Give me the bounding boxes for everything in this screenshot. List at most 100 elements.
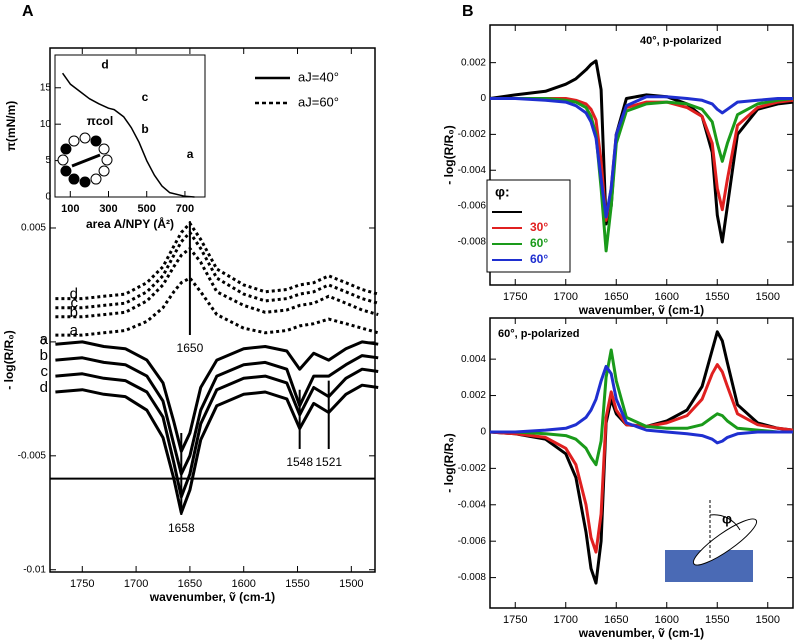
annotation-label: b: [141, 122, 148, 136]
annotation-label: 1658: [168, 521, 195, 535]
x-axis-label: wavenumber, ṽ (cm-1): [149, 590, 275, 604]
y-tick-label: 0.005: [21, 223, 46, 234]
y-tick-label: -0.002: [458, 129, 487, 140]
ring-molecule: [57, 154, 69, 166]
y-tick-label: -0.008: [458, 572, 487, 583]
series-line: [490, 95, 793, 219]
series-line: [489, 59, 794, 244]
ring-molecule: [98, 165, 110, 177]
y-tick-label: 0.002: [461, 390, 486, 401]
legend-title: φ:: [495, 184, 510, 200]
series-line: [55, 221, 379, 301]
y-axis-label: π(mN/m): [4, 101, 18, 152]
series-label: b: [40, 347, 48, 364]
annotation-label: c: [142, 90, 149, 104]
series-line: [490, 348, 793, 467]
y-axis-label: - log(R/R₀): [442, 125, 456, 184]
series-label: c: [71, 295, 79, 312]
annotation-label: πcol: [87, 114, 114, 128]
plot-frame: [49, 47, 376, 573]
plot-frame: [489, 317, 794, 609]
x-axis-label: wavenumber, ṽ (cm-1): [578, 626, 704, 640]
plot-frame: [54, 54, 206, 198]
ring-molecule: [90, 173, 102, 185]
legend-box: [486, 179, 571, 273]
series-line: [61, 72, 195, 198]
legend-label: aJ=60°: [298, 94, 339, 109]
ring-molecule: [68, 173, 80, 185]
x-tick-label: 1700: [124, 578, 148, 590]
y-tick-label: -0.006: [458, 536, 487, 547]
legend-label: 60°: [530, 236, 548, 250]
x-tick-label: 1600: [231, 578, 255, 590]
ring-molecule: [98, 143, 110, 155]
x-tick-label: 1550: [705, 614, 729, 626]
y-tick-label: 0: [45, 192, 51, 203]
x-tick-label: 1500: [339, 578, 363, 590]
molecule: [692, 518, 758, 566]
x-tick-label: 700: [176, 203, 194, 215]
y-tick-label: -0.008: [458, 237, 487, 248]
series-label: c: [41, 363, 49, 380]
y-tick-label: 0: [480, 427, 486, 438]
x-tick-label: 500: [138, 203, 156, 215]
series-label: a: [70, 322, 79, 339]
series-line: [55, 276, 379, 337]
y-tick-label: 10: [40, 119, 52, 130]
series-label: d: [40, 379, 48, 396]
annotation-label: 1548: [286, 455, 313, 469]
annotation-label: 1521: [315, 455, 342, 469]
y-tick-label: -0.002: [458, 463, 487, 474]
series-line: [55, 247, 379, 319]
panel-label: A: [22, 3, 34, 20]
series-label: a: [40, 331, 49, 348]
x-tick-label: 1500: [756, 614, 780, 626]
series-label: d: [70, 286, 78, 303]
legend-label: aJ=40°: [298, 69, 339, 84]
y-tick-label: 0.004: [461, 354, 486, 365]
series-line: [55, 340, 379, 453]
ring-molecule: [90, 135, 102, 147]
series-line: [55, 354, 379, 476]
y-tick-label: -0.01: [23, 564, 46, 575]
annotation-label: d: [101, 57, 108, 71]
chart-title: 40°, p-polarized: [640, 35, 721, 47]
angle-label: φ: [722, 511, 732, 527]
x-tick-label: 1550: [285, 578, 309, 590]
ring-molecule: [79, 132, 91, 144]
x-tick-label: 1650: [604, 291, 628, 303]
ring-molecule: [60, 165, 72, 177]
legend-label: 30°: [530, 220, 548, 234]
ring-molecule: [101, 154, 113, 166]
series-line: [55, 367, 379, 499]
y-axis-label: - log(R/R₀): [2, 330, 16, 389]
y-tick-label: -0.006: [458, 201, 487, 212]
x-tick-label: 100: [61, 203, 79, 215]
y-tick-label: -0.004: [458, 499, 487, 510]
x-tick-label: 1750: [503, 614, 527, 626]
series-line: [55, 383, 379, 515]
y-tick-label: 0: [40, 337, 46, 348]
y-tick-label: 5: [45, 155, 51, 166]
ring-molecule: [68, 135, 80, 147]
x-tick-label: 1750: [503, 291, 527, 303]
ring-molecule: [60, 143, 72, 155]
x-tick-label: 1750: [70, 578, 94, 590]
x-tick-label: 1650: [604, 614, 628, 626]
x-tick-label: 1600: [655, 614, 679, 626]
x-tick-label: 1600: [655, 291, 679, 303]
x-tick-label: 1550: [705, 291, 729, 303]
y-tick-label: -0.005: [18, 450, 47, 461]
legend-label: 60°: [530, 252, 548, 266]
series-line: [490, 97, 794, 253]
annotation-label: 1650: [177, 341, 204, 355]
x-tick-label: 300: [99, 203, 117, 215]
ring-arrow: [71, 153, 101, 168]
plot-frame: [489, 24, 794, 286]
x-tick-label: 1700: [554, 291, 578, 303]
chart-title: 60°, p-polarized: [498, 328, 579, 340]
series-line: [490, 364, 793, 445]
series-line: [489, 363, 794, 554]
x-axis-label: area A/NPY (Å²): [86, 216, 174, 231]
